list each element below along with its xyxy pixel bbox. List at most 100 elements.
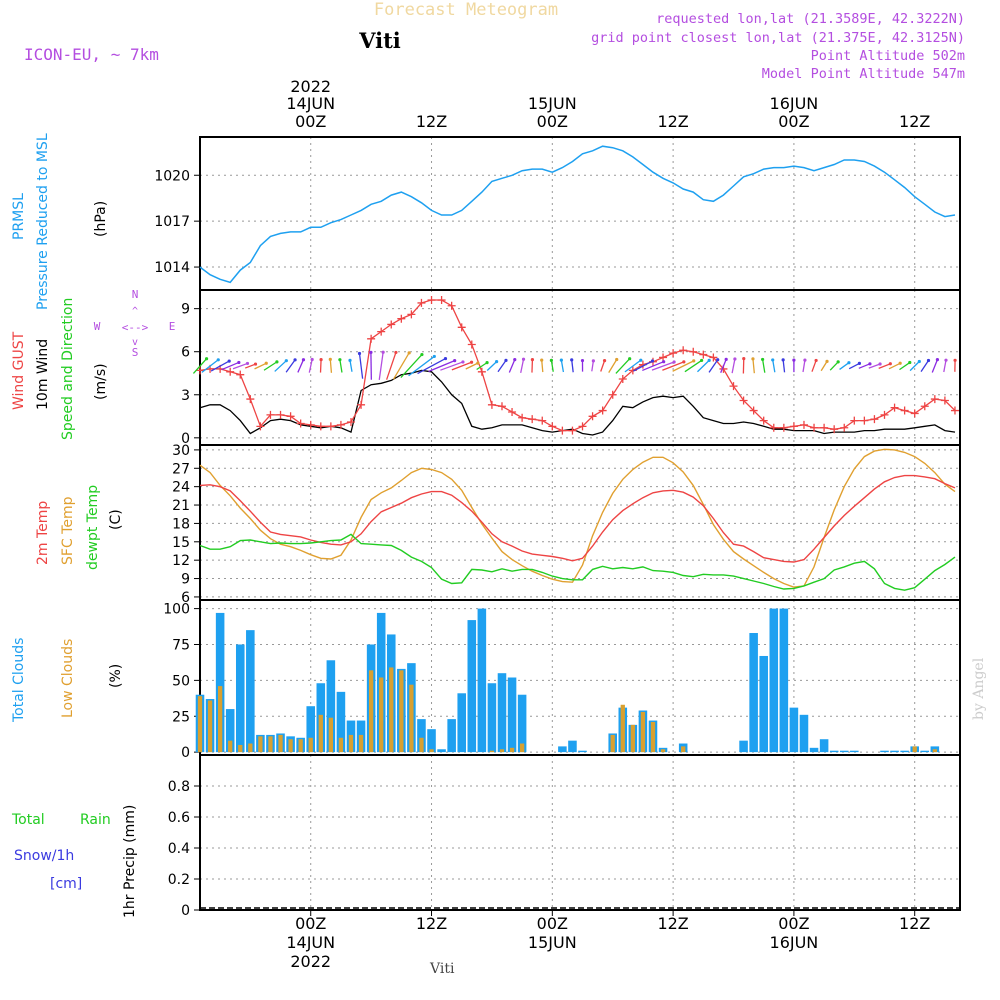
wind-arrow-head	[682, 360, 686, 364]
prmsl-desc-label: Pressure Reduced to MSL	[35, 133, 51, 310]
ytick-label: 12	[172, 553, 190, 569]
total-cloud-bar	[880, 750, 889, 753]
total-cloud-bar	[890, 750, 899, 753]
snow-label: Snow/1h	[14, 848, 74, 864]
total-cloud-bar	[809, 747, 819, 753]
gust-marker	[880, 410, 889, 419]
wind-arrow-head	[591, 359, 595, 363]
gust-marker	[860, 416, 869, 425]
wind-arrow	[349, 360, 353, 372]
wind-arrow-head	[944, 358, 948, 362]
ytick-label: 9	[181, 302, 190, 318]
gust-marker	[387, 320, 396, 329]
wind-arrow-head	[521, 357, 526, 361]
temperature-panel: 6 9 12 15 18 21 24 27 30	[172, 443, 961, 606]
prmsl-label: PRMSL	[11, 193, 27, 240]
wind-arrow	[192, 358, 208, 374]
wind-arrow-head	[357, 351, 362, 356]
wind-arrow	[329, 359, 333, 373]
wind-arrow-head	[216, 358, 220, 362]
wind-arrow-head	[540, 358, 544, 362]
wind-arrow-head	[513, 358, 517, 362]
gust-label: Wind GUST	[11, 331, 27, 410]
gust-marker	[518, 413, 527, 422]
wind-arrow	[520, 359, 525, 374]
top-hour-label: 12Z	[899, 112, 930, 131]
wind-arrow	[541, 360, 544, 373]
bottom-hour-label: 12Z	[899, 914, 930, 933]
wind-arrow	[615, 358, 631, 374]
ytick-label: 0.6	[168, 810, 190, 826]
low-cloud-bar	[419, 737, 424, 753]
ytick-label: 15	[172, 535, 190, 551]
wind-arrow	[476, 362, 488, 371]
gust-marker	[608, 390, 617, 399]
low-cloud-bar	[912, 746, 917, 753]
low-cloud-bar	[358, 734, 364, 753]
ytick-label: 9	[181, 572, 190, 588]
wind-arrow	[943, 360, 947, 373]
wind-arrow-head	[761, 357, 765, 362]
gust-marker	[367, 334, 376, 343]
wind-arrow	[600, 360, 606, 372]
compass-n: N	[132, 288, 139, 301]
wind-arrow-head	[275, 360, 279, 364]
wind-arrow-head	[908, 360, 912, 365]
wind-arrow	[465, 362, 479, 370]
chart-title: Forecast Meteogram	[374, 0, 558, 20]
wind-arrow	[274, 360, 287, 372]
gust-marker	[709, 353, 718, 362]
precip-unit-label: 1hr Precip (mm)	[122, 805, 138, 918]
compass-w: W	[94, 320, 101, 333]
low-cloud-bar	[620, 704, 625, 753]
wind-arrow-head	[650, 359, 655, 363]
gust-marker	[588, 412, 597, 421]
total-cloud-bar	[447, 719, 456, 753]
svg-text:<-->: <-->	[122, 321, 149, 334]
wind-arrow	[858, 363, 871, 369]
wind-arrow-head	[469, 360, 474, 364]
bottom-date-label: 15JUN	[528, 933, 577, 952]
wind-arrow	[339, 359, 343, 373]
gust-marker	[427, 296, 436, 305]
ytick-label: 1017	[154, 214, 190, 230]
gust-marker	[266, 410, 275, 419]
wind-arrow	[888, 362, 901, 370]
low-cloud-bar	[519, 743, 525, 753]
gust-marker	[548, 422, 557, 431]
gust-marker	[850, 416, 859, 425]
gust-line	[199, 299, 956, 432]
wind-arrow-head	[803, 358, 807, 362]
wind-arrow	[931, 359, 939, 373]
total-cloud-bar	[839, 750, 849, 753]
wind-arrow	[497, 359, 507, 373]
wind-arrow	[508, 359, 516, 373]
cloud-unit-label: (%)	[108, 664, 124, 688]
wind-arrow-head	[781, 358, 785, 362]
total-cloud-bar	[417, 719, 426, 753]
low-cloud-bar	[238, 744, 243, 753]
wind-arrow	[752, 358, 755, 374]
wind-arrow-head	[530, 357, 535, 362]
wind-arrow-head	[432, 354, 436, 359]
gust-marker	[477, 367, 486, 376]
compass-s: S	[132, 346, 139, 359]
sfc-temp-label: SFC Temp	[60, 496, 76, 565]
gust-marker	[669, 349, 678, 358]
low-cloud-bar	[278, 734, 283, 753]
gust-marker	[487, 400, 496, 409]
gust-marker	[699, 350, 708, 359]
wind-arrow-head	[615, 357, 619, 362]
wind-arrow-head	[771, 358, 775, 362]
gust-marker	[236, 370, 245, 379]
gust-marker	[870, 415, 879, 424]
ytick-label: 0.4	[168, 841, 190, 857]
low-cloud-bar	[207, 700, 213, 753]
gust-marker	[528, 415, 537, 424]
wind-arrow-head	[602, 359, 607, 363]
total-cloud-bar	[819, 739, 829, 753]
gust-marker	[196, 366, 204, 375]
pressure-unit-label: (hPa)	[93, 201, 109, 237]
ytick-label: 0	[181, 431, 190, 447]
gust-marker	[810, 423, 819, 432]
